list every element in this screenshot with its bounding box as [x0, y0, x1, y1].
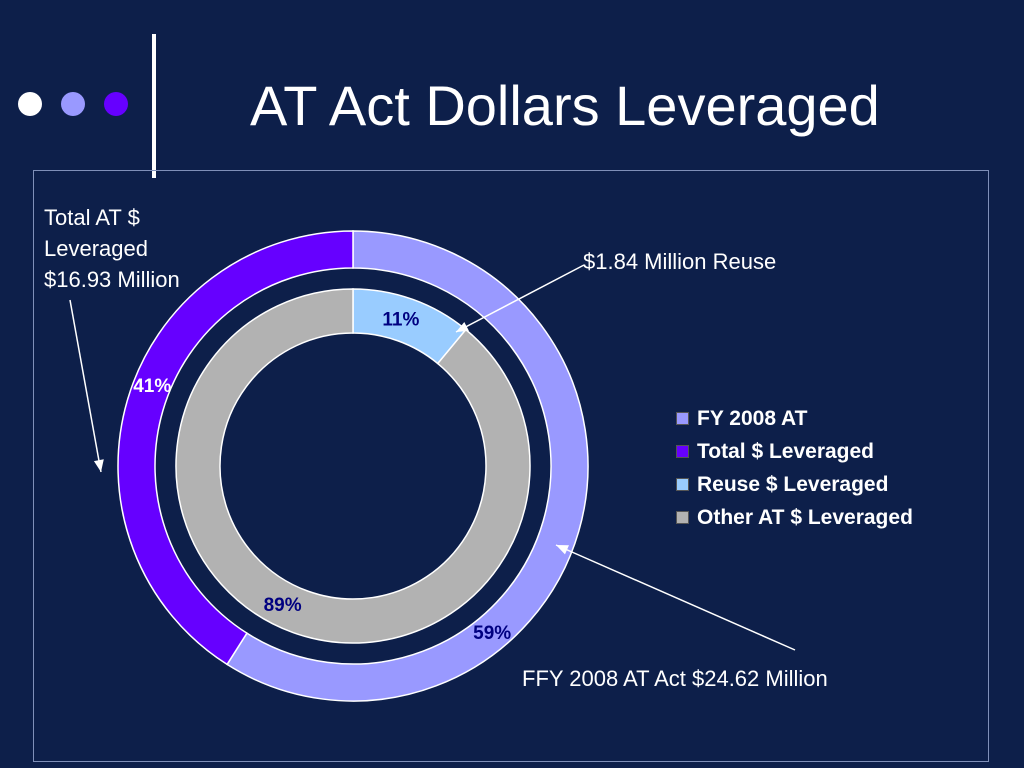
- legend-swatch-total: [676, 445, 689, 458]
- slide-title: AT Act Dollars Leveraged: [250, 74, 880, 137]
- inner-ring: [175, 288, 531, 644]
- bullet-dot-lavender: [61, 92, 85, 116]
- legend-swatch-fy2008: [676, 412, 689, 425]
- total-callout-line1: Total AT $: [44, 205, 140, 230]
- total-leveraged-callout: Total AT $ Leveraged $16.93 Million: [44, 202, 180, 295]
- legend-swatch-reuse: [676, 478, 689, 491]
- legend-item-other: Other AT $ Leveraged: [676, 501, 913, 534]
- legend-item-total: Total $ Leveraged: [676, 435, 913, 468]
- bullet-dots: [18, 92, 128, 116]
- legend-label-other: Other AT $ Leveraged: [697, 505, 913, 529]
- legend-label-total: Total $ Leveraged: [697, 439, 875, 463]
- inner-slice-1: [175, 288, 531, 644]
- callout-arrow-head-0: [93, 459, 104, 472]
- legend-item-reuse: Reuse $ Leveraged: [676, 468, 913, 501]
- outer-slice-label-0: 59%: [473, 623, 511, 644]
- callout-arrow-line-2: [555, 544, 796, 651]
- bullet-dot-violet: [104, 92, 128, 116]
- slice-labels: 59% 41% 11% 89%: [133, 310, 511, 644]
- bullet-dot-white: [18, 92, 42, 116]
- legend-label-fy2008: FY 2008 AT: [697, 406, 808, 430]
- legend-swatch-other: [676, 511, 689, 524]
- callout-arrow-head-1: [456, 322, 469, 332]
- legend-item-fy2008: FY 2008 AT: [676, 402, 913, 435]
- chart-frame: [33, 170, 989, 762]
- callout-arrow-head-2: [556, 545, 569, 555]
- title-divider: [152, 34, 156, 178]
- inner-slice-label-1: 89%: [264, 595, 302, 616]
- callout-arrows: [69, 264, 796, 651]
- outer-slice-label-1: 41%: [133, 376, 171, 397]
- callout-arrow-line-0: [69, 299, 102, 473]
- outer-ring: [117, 230, 589, 702]
- outer-slice-1: [117, 230, 354, 666]
- ffy-callout: FFY 2008 AT Act $24.62 Million: [522, 666, 828, 691]
- legend-label-reuse: Reuse $ Leveraged: [697, 472, 889, 496]
- total-callout-line3: $16.93 Million: [44, 267, 180, 292]
- outer-slice-0: [226, 230, 589, 702]
- inner-slice-label-0: 11%: [382, 310, 419, 331]
- reuse-callout: $1.84 Million Reuse: [583, 249, 777, 274]
- callout-arrow-line-1: [455, 264, 585, 333]
- total-callout-line2: Leveraged: [44, 236, 148, 261]
- chart-legend: FY 2008 AT Total $ Leveraged Reuse $ Lev…: [676, 402, 913, 534]
